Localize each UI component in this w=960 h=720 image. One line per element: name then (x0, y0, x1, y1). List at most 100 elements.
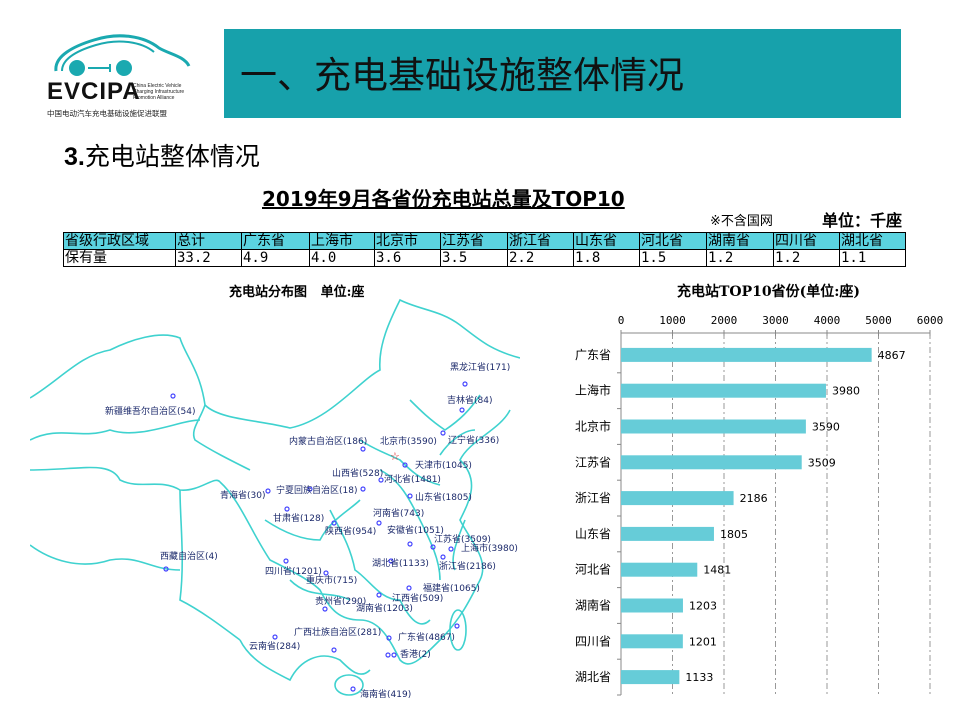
data-label: 4867 (878, 349, 906, 362)
category-label: 广东省 (575, 348, 611, 362)
map-label: 黑龙江省(171) (450, 363, 511, 373)
province-borders (30, 298, 520, 696)
city-dot (407, 541, 413, 547)
table-header-cell: 浙江省 (507, 232, 574, 250)
city-dot (331, 647, 337, 653)
bar (621, 491, 734, 506)
bar (621, 347, 872, 362)
city-dot (391, 652, 397, 658)
table-header-cell: 广东省 (241, 232, 310, 250)
map-label: 浙江省(2186) (439, 562, 496, 572)
category-label: 湖北省 (575, 669, 611, 684)
map-label: 辽宁省(336) (448, 436, 500, 446)
map-label: 湖北省(1133) (372, 559, 429, 569)
map-label: 福建省(1065) (423, 584, 480, 594)
table-unit: 单位：千座 (822, 211, 903, 230)
x-tick-label: 4000 (814, 314, 841, 327)
bar (621, 383, 826, 398)
table-header-cell: 总计 (175, 232, 242, 250)
bar (621, 526, 714, 541)
map-label: 湖南省(1203) (356, 604, 413, 614)
map-label: 广西壮族自治区(281) (294, 628, 382, 638)
city-dot (170, 393, 176, 399)
city-dot (385, 652, 391, 658)
city-dot (360, 486, 366, 492)
x-tick-label: 5000 (865, 314, 892, 327)
city-dot (283, 558, 289, 564)
map-label: 新疆维吾尔自治区(54) (105, 407, 196, 417)
table-cell: 1.2 (773, 249, 840, 267)
map-label: 山东省(1805) (415, 493, 472, 503)
section-heading: 3.充电站整体情况 (64, 142, 260, 171)
map-label: 上海市(3980) (461, 544, 518, 554)
table-header-cell: 省级行政区域 (63, 232, 176, 250)
table-title: 2019年9月各省份充电站总量及TOP10 (262, 187, 625, 211)
map-label: 河南省(743) (373, 509, 425, 519)
city-dot (454, 623, 460, 629)
city-dot (440, 430, 446, 436)
map-label: 内蒙古自治区(186) (289, 437, 368, 447)
table-header-cell: 湖北省 (839, 232, 906, 250)
city-dot (376, 592, 382, 598)
data-label: 1201 (689, 635, 717, 648)
map-label: 西藏自治区(4) (160, 552, 218, 562)
city-dot (402, 462, 408, 468)
evcipa-logo (54, 34, 191, 76)
x-tick-label: 0 (618, 314, 625, 327)
table-cell: 1.5 (639, 249, 707, 267)
city-dot (331, 520, 337, 526)
city-dot (376, 520, 382, 526)
city-dot (430, 544, 436, 550)
table-header-row: 省级行政区域 总计 广东省 上海市 北京市 江苏省 浙江省 山东省 河北省 湖南省 四川省 湖北省 (63, 232, 906, 250)
table-note: ※不含国网 (710, 214, 773, 229)
city-markers (163, 381, 468, 692)
city-dot (350, 686, 356, 692)
map-label: 宁夏回族自治区(18) (276, 486, 358, 496)
table-cell: 3.6 (374, 249, 441, 267)
x-tick-label: 1000 (659, 314, 686, 327)
x-tick-label: 3000 (762, 314, 789, 327)
data-label: 3590 (812, 421, 840, 434)
map-label: 青海省(30) (220, 491, 266, 501)
chart-title: 充电站TOP10省份(单位:座) (677, 284, 861, 300)
city-dot (388, 558, 394, 564)
table-row: 保有量 33.2 4.9 4.0 3.6 3.5 2.2 1.8 1.5 1.2 1.2 1.1 (63, 249, 906, 267)
map-label: 安徽省(1051) (387, 526, 444, 536)
category-label: 江苏省 (575, 455, 611, 469)
data-label: 1203 (689, 600, 717, 613)
category-label: 河北省 (575, 563, 611, 577)
category-label: 上海市 (575, 383, 611, 398)
data-label: 1805 (720, 528, 748, 541)
map-label: 山西省(528) (332, 469, 384, 479)
bar (621, 598, 683, 613)
map-label: 四川省(1201) (265, 567, 322, 577)
map-label: 甘肃省(128) (273, 514, 325, 524)
city-dot (448, 546, 454, 552)
logo-chinese: 中国电动汽车充电基础设施促进联盟 (47, 109, 167, 118)
bar (621, 419, 806, 434)
category-label: 四川省 (575, 634, 611, 648)
table-cell: 2.2 (507, 249, 574, 267)
logo-name: EVCIPA (47, 78, 141, 105)
table-cell: 保有量 (63, 249, 176, 267)
category-label: 山东省 (575, 527, 611, 541)
table-cell: 1.2 (706, 249, 774, 267)
bar (621, 562, 698, 577)
map-label: 广东省(4867) (398, 633, 455, 643)
title-banner (224, 29, 901, 118)
table-header-cell: 四川省 (773, 232, 840, 250)
map-label: 云南省(284) (249, 642, 301, 652)
data-label: 1133 (685, 671, 713, 684)
map-label: 吉林省(84) (447, 396, 493, 406)
city-dot (163, 566, 169, 572)
bar-chart: 0 1000 2000 3000 4000 5000 6000 广东省 4867 上海市 3980 北… (575, 314, 943, 696)
city-dot (360, 446, 366, 452)
city-dot (307, 486, 313, 492)
city-dot (323, 570, 329, 576)
data-label: 1481 (703, 564, 731, 577)
map-label: 北京市(3590) (380, 437, 437, 447)
city-dot (378, 477, 384, 483)
map-label: 天津市(1045) (415, 461, 472, 471)
data-label: 3980 (832, 385, 860, 398)
table-header-cell: 上海市 (309, 232, 375, 250)
